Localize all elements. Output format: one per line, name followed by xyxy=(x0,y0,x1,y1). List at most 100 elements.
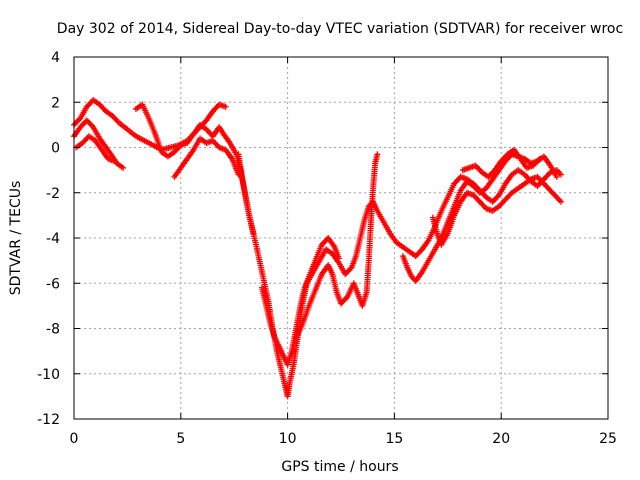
marker-trail xyxy=(516,181,527,191)
marker-trail xyxy=(253,241,265,273)
marker-trail xyxy=(166,150,176,159)
marker-trail xyxy=(395,240,405,249)
marker-trail xyxy=(99,148,111,161)
marker-trail xyxy=(492,159,504,172)
marker-trail xyxy=(211,139,221,150)
marker-trail xyxy=(313,273,324,292)
marker-trail xyxy=(115,161,125,170)
marker-trail xyxy=(221,132,232,145)
marker-trail xyxy=(445,205,457,224)
marker-trail xyxy=(227,141,239,156)
y-tick-label: -4 xyxy=(46,231,60,247)
marker-trail xyxy=(185,148,196,161)
marker-trail xyxy=(516,168,527,177)
marker-trail xyxy=(375,209,386,224)
marker-trail xyxy=(497,197,508,208)
marker-trail xyxy=(359,291,370,307)
marker-trail xyxy=(512,148,523,161)
marker-trail xyxy=(357,218,368,239)
marker-trail xyxy=(497,182,508,197)
data-point xyxy=(558,171,565,178)
marker-trail xyxy=(461,165,471,173)
marker-trail xyxy=(405,266,414,278)
marker-trail xyxy=(363,259,372,294)
marker-trail xyxy=(106,156,116,164)
marker-trail xyxy=(152,132,164,154)
marker-trail xyxy=(503,152,514,163)
y-tick-label: 4 xyxy=(51,50,60,66)
marker-trail xyxy=(439,196,450,212)
marker-trail xyxy=(439,221,450,240)
marker-trail xyxy=(471,193,482,204)
marker-trail xyxy=(452,175,463,186)
y-tick-label: -10 xyxy=(37,367,60,383)
marker-trail xyxy=(110,114,121,125)
marker-trail xyxy=(365,221,374,262)
marker-trail xyxy=(486,168,497,179)
y-tick-label: -2 xyxy=(46,186,60,202)
marker-trail xyxy=(523,156,533,166)
marker-trail xyxy=(484,195,495,204)
marker-trail xyxy=(289,327,299,353)
marker-trail xyxy=(74,141,84,150)
data-point xyxy=(335,255,342,262)
marker-trail xyxy=(179,140,189,148)
marker-trail xyxy=(126,127,138,138)
marker-trail xyxy=(72,125,83,138)
marker-trail xyxy=(497,159,508,172)
marker-trail xyxy=(535,175,546,186)
marker-trail xyxy=(445,214,457,235)
marker-trail xyxy=(518,157,529,170)
marker-trail xyxy=(478,186,488,195)
marker-trail xyxy=(146,117,158,135)
x-tick-label: 15 xyxy=(385,431,403,447)
marker-trail xyxy=(160,150,170,159)
marker-trail xyxy=(326,236,337,249)
marker-trail xyxy=(259,271,271,303)
marker-trail xyxy=(542,170,553,181)
marker-trail xyxy=(407,249,418,258)
marker-trail xyxy=(191,137,202,151)
marker-trail xyxy=(503,173,514,186)
marker-trail xyxy=(91,126,102,140)
marker-trail xyxy=(548,164,559,179)
marker-trail xyxy=(134,102,144,111)
marker-trail xyxy=(198,123,208,132)
series-satellite-track-9 xyxy=(399,151,560,284)
marker-trail xyxy=(510,151,520,159)
marker-trail xyxy=(529,174,539,182)
marker-trail xyxy=(388,231,399,245)
marker-trail xyxy=(490,193,501,204)
marker-trail xyxy=(97,136,108,149)
marker-trail xyxy=(490,168,501,181)
marker-trail xyxy=(510,186,520,195)
marker-trail xyxy=(326,263,335,276)
marker-trail xyxy=(465,190,475,198)
marker-trail xyxy=(240,180,252,217)
x-tick-label: 10 xyxy=(279,431,297,447)
marker-trail xyxy=(317,248,328,262)
marker-trail xyxy=(211,102,221,113)
marker-trail xyxy=(306,259,318,278)
marker-trail xyxy=(445,182,457,199)
marker-trail xyxy=(353,237,363,258)
marker-trail xyxy=(143,138,155,148)
marker-trail xyxy=(324,247,334,256)
marker-trail xyxy=(235,153,246,183)
marker-trail xyxy=(302,275,312,289)
marker-trail xyxy=(452,189,463,208)
marker-trail xyxy=(420,238,431,251)
x-tick-label: 5 xyxy=(176,431,185,447)
x-axis-label: GPS time / hours xyxy=(281,459,398,475)
marker-trail xyxy=(300,304,312,325)
marker-trail xyxy=(294,322,305,339)
marker-trail xyxy=(78,105,89,120)
marker-trail xyxy=(104,146,115,159)
marker-trail xyxy=(330,252,341,265)
marker-trail xyxy=(223,148,234,161)
y-tick-label: 0 xyxy=(51,141,60,157)
y-tick-label: -6 xyxy=(46,276,60,292)
marker-trail xyxy=(370,162,378,190)
marker-trail xyxy=(467,163,477,171)
